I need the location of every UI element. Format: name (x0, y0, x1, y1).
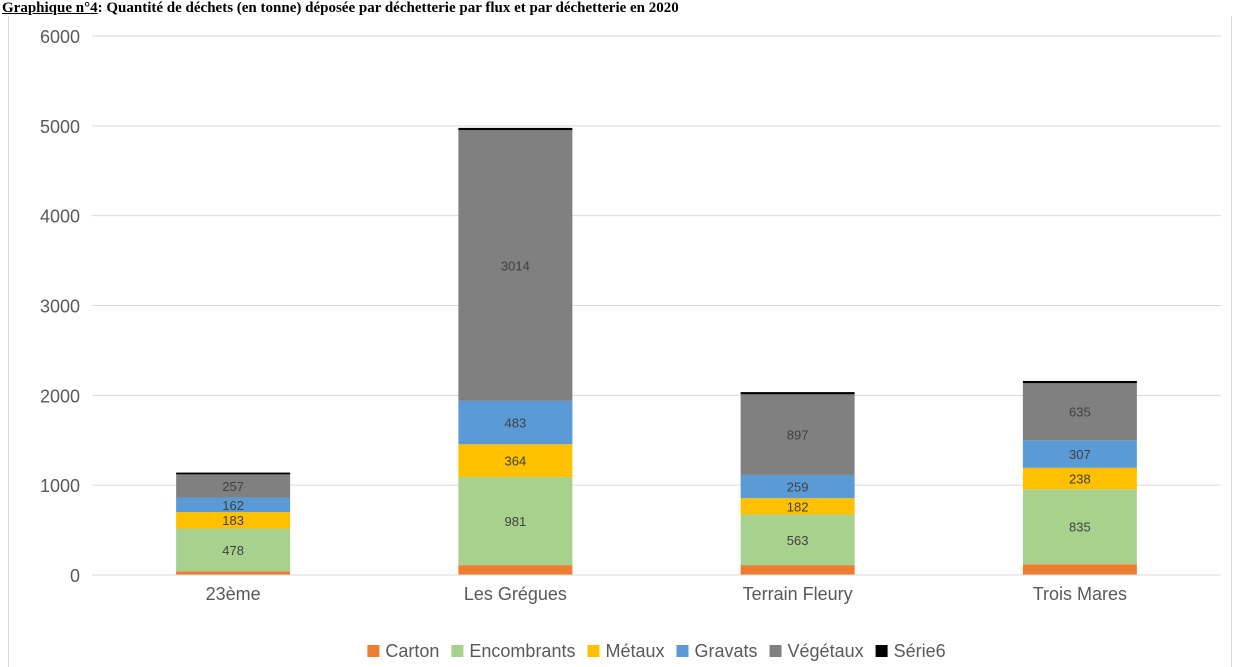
y-tick-label: 0 (70, 566, 80, 586)
bar-segment (176, 497, 291, 513)
data-label: 364 (505, 454, 527, 469)
y-tick-label: 4000 (40, 207, 80, 227)
bar-segment (176, 512, 291, 529)
bar-segment (176, 474, 291, 498)
data-label: 182 (787, 499, 809, 514)
x-tick-label: Les Grégues (464, 584, 567, 604)
legend-label: Métaux (605, 641, 664, 661)
legend-label: Gravats (695, 641, 758, 661)
bar-segment (740, 392, 855, 395)
legend: Carton Encombrants Métaux Gravats Végétaux Sé… (367, 641, 946, 661)
legend-swatch (875, 645, 888, 657)
x-tick-label: Terrain Fleury (743, 584, 853, 604)
bar-segment (740, 394, 855, 475)
data-label: 183 (222, 513, 244, 528)
data-label: 635 (1069, 405, 1091, 420)
data-label: 257 (222, 479, 244, 494)
x-tick-label: Trois Mares (1033, 584, 1127, 604)
bar-segment (458, 565, 573, 575)
data-label: 981 (505, 514, 527, 529)
chart-area (8, 16, 1232, 667)
bar-segment (458, 476, 573, 566)
data-label: 897 (787, 428, 809, 443)
bar-segment (176, 571, 291, 575)
chart-title-text: : Quantité de déchets (en tonne) déposée… (97, 0, 679, 16)
bar-segment (1022, 380, 1137, 384)
data-label: 563 (787, 533, 809, 548)
data-label: 478 (222, 543, 244, 558)
legend-label: Carton (385, 641, 439, 661)
bar-segment (458, 444, 573, 477)
bar-segment (1022, 467, 1137, 490)
data-label: 259 (787, 480, 809, 495)
y-tick-label: 5000 (40, 117, 80, 137)
bar-segment (740, 565, 855, 575)
bar-segment (176, 528, 291, 572)
bar-segment (740, 498, 855, 515)
bar-segment (458, 400, 573, 445)
legend-swatch (451, 645, 464, 657)
data-label: 307 (1069, 447, 1091, 462)
chart-title: Graphique n°4: Quantité de déchets (en t… (0, 0, 1233, 16)
data-label: 3014 (501, 259, 530, 274)
y-tick-label: 1000 (40, 476, 80, 496)
y-tick-label: 3000 (40, 297, 80, 317)
bar-segment (1022, 489, 1137, 565)
x-tick-label: 23ème (206, 584, 261, 604)
y-tick-label: 6000 (40, 27, 80, 47)
legend-swatch (367, 645, 380, 657)
data-label: 238 (1069, 472, 1091, 487)
bar-segment (1022, 564, 1137, 575)
bar-segment (1022, 440, 1137, 468)
legend-label: Végétaux (788, 641, 864, 661)
data-label: 162 (222, 498, 244, 513)
legend-label: Encombrants (469, 641, 575, 661)
data-label: 483 (505, 416, 527, 431)
bar-segment (176, 472, 291, 475)
chart-title-label: Graphique n°4 (2, 0, 98, 16)
legend-swatch (769, 645, 782, 657)
legend-label: Série6 (894, 641, 946, 661)
bar-segment (1022, 383, 1137, 441)
data-label: 835 (1069, 520, 1091, 535)
legend-swatch (587, 645, 600, 657)
bar-segment (458, 130, 573, 401)
bar-segment (458, 127, 573, 131)
y-tick-label: 2000 (40, 386, 80, 406)
bar-segment (740, 514, 855, 566)
legend-swatch (676, 645, 689, 657)
bar-segment (740, 474, 855, 499)
